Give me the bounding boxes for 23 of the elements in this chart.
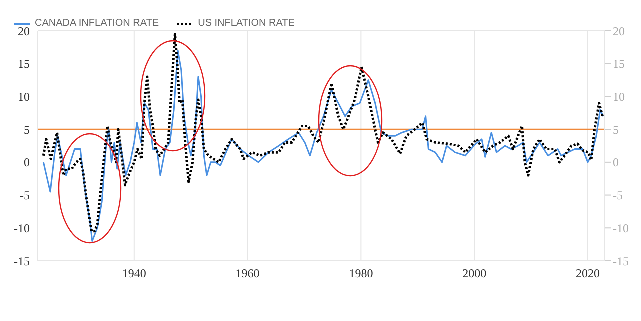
y-tick-label: 0 [613, 156, 619, 170]
x-tick-label: 1980 [349, 266, 374, 281]
x-tick-label: 2020 [576, 266, 600, 281]
y-tick-label: -15 [613, 254, 629, 268]
y2-tick-label: 5 [24, 122, 30, 137]
legend-label: US INFLATION RATE [197, 18, 295, 29]
legend-label: CANADA INFLATION RATE [35, 18, 160, 29]
y2-tick-label: -15 [14, 254, 30, 268]
y-tick-label: 10 [613, 90, 625, 104]
y2-tick-label: 10 [18, 90, 30, 104]
y-tick-label: -10 [613, 221, 629, 236]
y2-tick-label: 20 [18, 24, 30, 38]
y-tick-label: 20 [613, 24, 625, 38]
y2-tick-label: 15 [18, 57, 30, 72]
x-tick-label: 1940 [122, 266, 146, 281]
y-tick-label: 15 [613, 57, 625, 72]
y2-tick-label: -5 [20, 188, 30, 203]
x-tick-label: 2000 [462, 266, 487, 281]
y2-tick-label: -10 [14, 221, 30, 236]
y-tick-label: 5 [613, 122, 619, 137]
y-tick-label: -5 [613, 188, 623, 203]
x-tick-label: 1960 [236, 266, 260, 281]
y2-tick-label: 0 [24, 156, 30, 170]
